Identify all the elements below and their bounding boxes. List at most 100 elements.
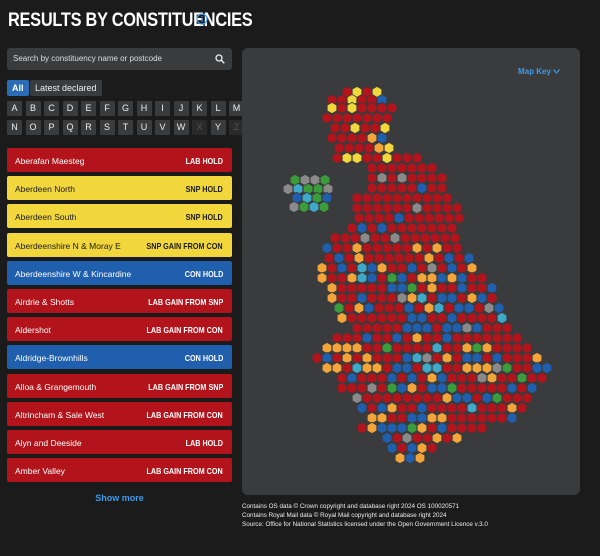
constituency-hex[interactable] bbox=[461, 341, 473, 355]
constituency-hex[interactable] bbox=[316, 261, 328, 275]
constituency-hex[interactable] bbox=[341, 241, 353, 255]
constituency-hex[interactable] bbox=[406, 411, 418, 425]
constituency-hex[interactable] bbox=[401, 191, 413, 205]
constituency-hex[interactable] bbox=[471, 351, 483, 365]
constituency-hex[interactable] bbox=[406, 281, 418, 295]
constituency-hex[interactable] bbox=[443, 301, 455, 315]
constituency-hex[interactable] bbox=[371, 351, 383, 365]
constituency-hex[interactable] bbox=[436, 271, 448, 285]
constituency-hex[interactable] bbox=[331, 241, 343, 255]
constituency-hex[interactable] bbox=[361, 391, 373, 405]
constituency-hex[interactable] bbox=[501, 331, 513, 345]
constituency-hex[interactable] bbox=[476, 311, 488, 325]
constituency-hex[interactable] bbox=[471, 391, 483, 405]
constituency-hex[interactable] bbox=[371, 201, 383, 215]
constituency-hex[interactable] bbox=[423, 211, 435, 225]
constituency-hex[interactable] bbox=[371, 321, 383, 335]
constituency-hex[interactable] bbox=[443, 251, 455, 265]
constituency-hex[interactable] bbox=[406, 441, 418, 455]
result-row[interactable]: Alloa & Grangemouth LAB GAIN FROM SNP bbox=[7, 373, 232, 398]
constituency-hex[interactable] bbox=[461, 361, 473, 375]
constituency-hex[interactable] bbox=[391, 391, 403, 405]
constituency-hex[interactable] bbox=[396, 221, 408, 235]
constituency-hex[interactable] bbox=[321, 351, 333, 365]
constituency-hex[interactable] bbox=[531, 351, 543, 365]
constituency-hex[interactable] bbox=[376, 411, 388, 425]
constituency-hex[interactable] bbox=[386, 101, 398, 115]
constituency-hex[interactable] bbox=[426, 441, 438, 455]
constituency-hex[interactable] bbox=[336, 311, 348, 325]
constituency-hex[interactable] bbox=[423, 301, 435, 315]
constituency-hex[interactable] bbox=[419, 231, 431, 245]
constituency-hex[interactable] bbox=[366, 291, 378, 305]
constituency-hex[interactable] bbox=[391, 431, 403, 445]
result-row[interactable]: Aldridge-Brownhills CON HOLD bbox=[7, 345, 232, 370]
letter-button[interactable]: Y bbox=[210, 120, 226, 135]
constituency-hex[interactable] bbox=[441, 331, 453, 345]
result-row[interactable]: Aldershot LAB GAIN FROM CON bbox=[7, 317, 232, 342]
constituency-hex[interactable] bbox=[491, 361, 503, 375]
constituency-hex[interactable] bbox=[396, 401, 408, 415]
constituency-hex[interactable] bbox=[501, 321, 513, 335]
constituency-hex[interactable] bbox=[456, 371, 468, 385]
constituency-hex[interactable] bbox=[379, 231, 391, 245]
constituency-hex[interactable] bbox=[456, 281, 468, 295]
constituency-hex[interactable] bbox=[416, 441, 428, 455]
constituency-hex[interactable] bbox=[336, 101, 348, 115]
constituency-hex[interactable] bbox=[406, 291, 418, 305]
constituency-hex[interactable] bbox=[381, 431, 393, 445]
constituency-hex[interactable] bbox=[401, 391, 413, 405]
constituency-hex[interactable] bbox=[386, 371, 398, 385]
constituency-hex[interactable] bbox=[431, 361, 443, 375]
constituency-hex[interactable] bbox=[431, 331, 443, 345]
constituency-hex[interactable] bbox=[333, 251, 345, 265]
constituency-hex[interactable] bbox=[426, 261, 438, 275]
constituency-hex[interactable] bbox=[406, 171, 418, 185]
constituency-hex[interactable] bbox=[461, 351, 473, 365]
constituency-hex[interactable] bbox=[386, 161, 398, 175]
constituency-hex[interactable] bbox=[341, 351, 353, 365]
constituency-hex[interactable] bbox=[436, 281, 448, 295]
constituency-hex[interactable] bbox=[356, 271, 368, 285]
constituency-hex[interactable] bbox=[329, 121, 341, 135]
constituency-hex[interactable] bbox=[406, 221, 418, 235]
constituency-hex[interactable] bbox=[406, 371, 418, 385]
result-row[interactable]: Airdrie & Shotts LAB GAIN FROM SNP bbox=[7, 289, 232, 313]
constituency-hex[interactable] bbox=[449, 231, 461, 245]
constituency-hex[interactable] bbox=[431, 201, 443, 215]
constituency-hex[interactable] bbox=[351, 361, 363, 375]
constituency-hex[interactable] bbox=[363, 251, 375, 265]
constituency-hex[interactable] bbox=[366, 181, 378, 195]
constituency-hex[interactable] bbox=[361, 241, 373, 255]
constituency-hex[interactable] bbox=[451, 321, 463, 335]
constituency-hex[interactable] bbox=[371, 391, 383, 405]
constituency-hex[interactable] bbox=[483, 301, 495, 315]
constituency-hex[interactable] bbox=[441, 201, 453, 215]
constituency-hex[interactable] bbox=[476, 401, 488, 415]
constituency-hex[interactable] bbox=[356, 291, 368, 305]
constituency-hex[interactable] bbox=[353, 251, 365, 265]
constituency-hex[interactable] bbox=[416, 221, 428, 235]
constituency-hex[interactable] bbox=[391, 151, 403, 165]
constituency-hex[interactable] bbox=[326, 131, 338, 145]
constituency-hex[interactable] bbox=[298, 200, 310, 214]
constituency-hex[interactable] bbox=[323, 251, 335, 265]
constituency-hex[interactable] bbox=[416, 291, 428, 305]
constituency-hex[interactable] bbox=[451, 391, 463, 405]
constituency-hex[interactable] bbox=[426, 291, 438, 305]
constituency-hex[interactable] bbox=[396, 161, 408, 175]
constituency-hex[interactable] bbox=[351, 351, 363, 365]
constituency-hex[interactable] bbox=[411, 241, 423, 255]
constituency-hex[interactable] bbox=[373, 141, 385, 155]
constituency-hex[interactable] bbox=[406, 161, 418, 175]
constituency-hex[interactable] bbox=[351, 331, 363, 345]
constituency-hex[interactable] bbox=[349, 231, 361, 245]
constituency-hex[interactable] bbox=[406, 181, 418, 195]
constituency-hex[interactable] bbox=[363, 301, 375, 315]
constituency-hex[interactable] bbox=[371, 191, 383, 205]
result-row[interactable]: Aberdeenshire N & Moray E SNP GAIN FROM C… bbox=[7, 232, 232, 257]
constituency-hex[interactable] bbox=[403, 301, 415, 315]
letter-button[interactable]: K bbox=[192, 101, 207, 116]
constituency-hex[interactable] bbox=[366, 381, 378, 395]
constituency-hex[interactable] bbox=[421, 341, 433, 355]
